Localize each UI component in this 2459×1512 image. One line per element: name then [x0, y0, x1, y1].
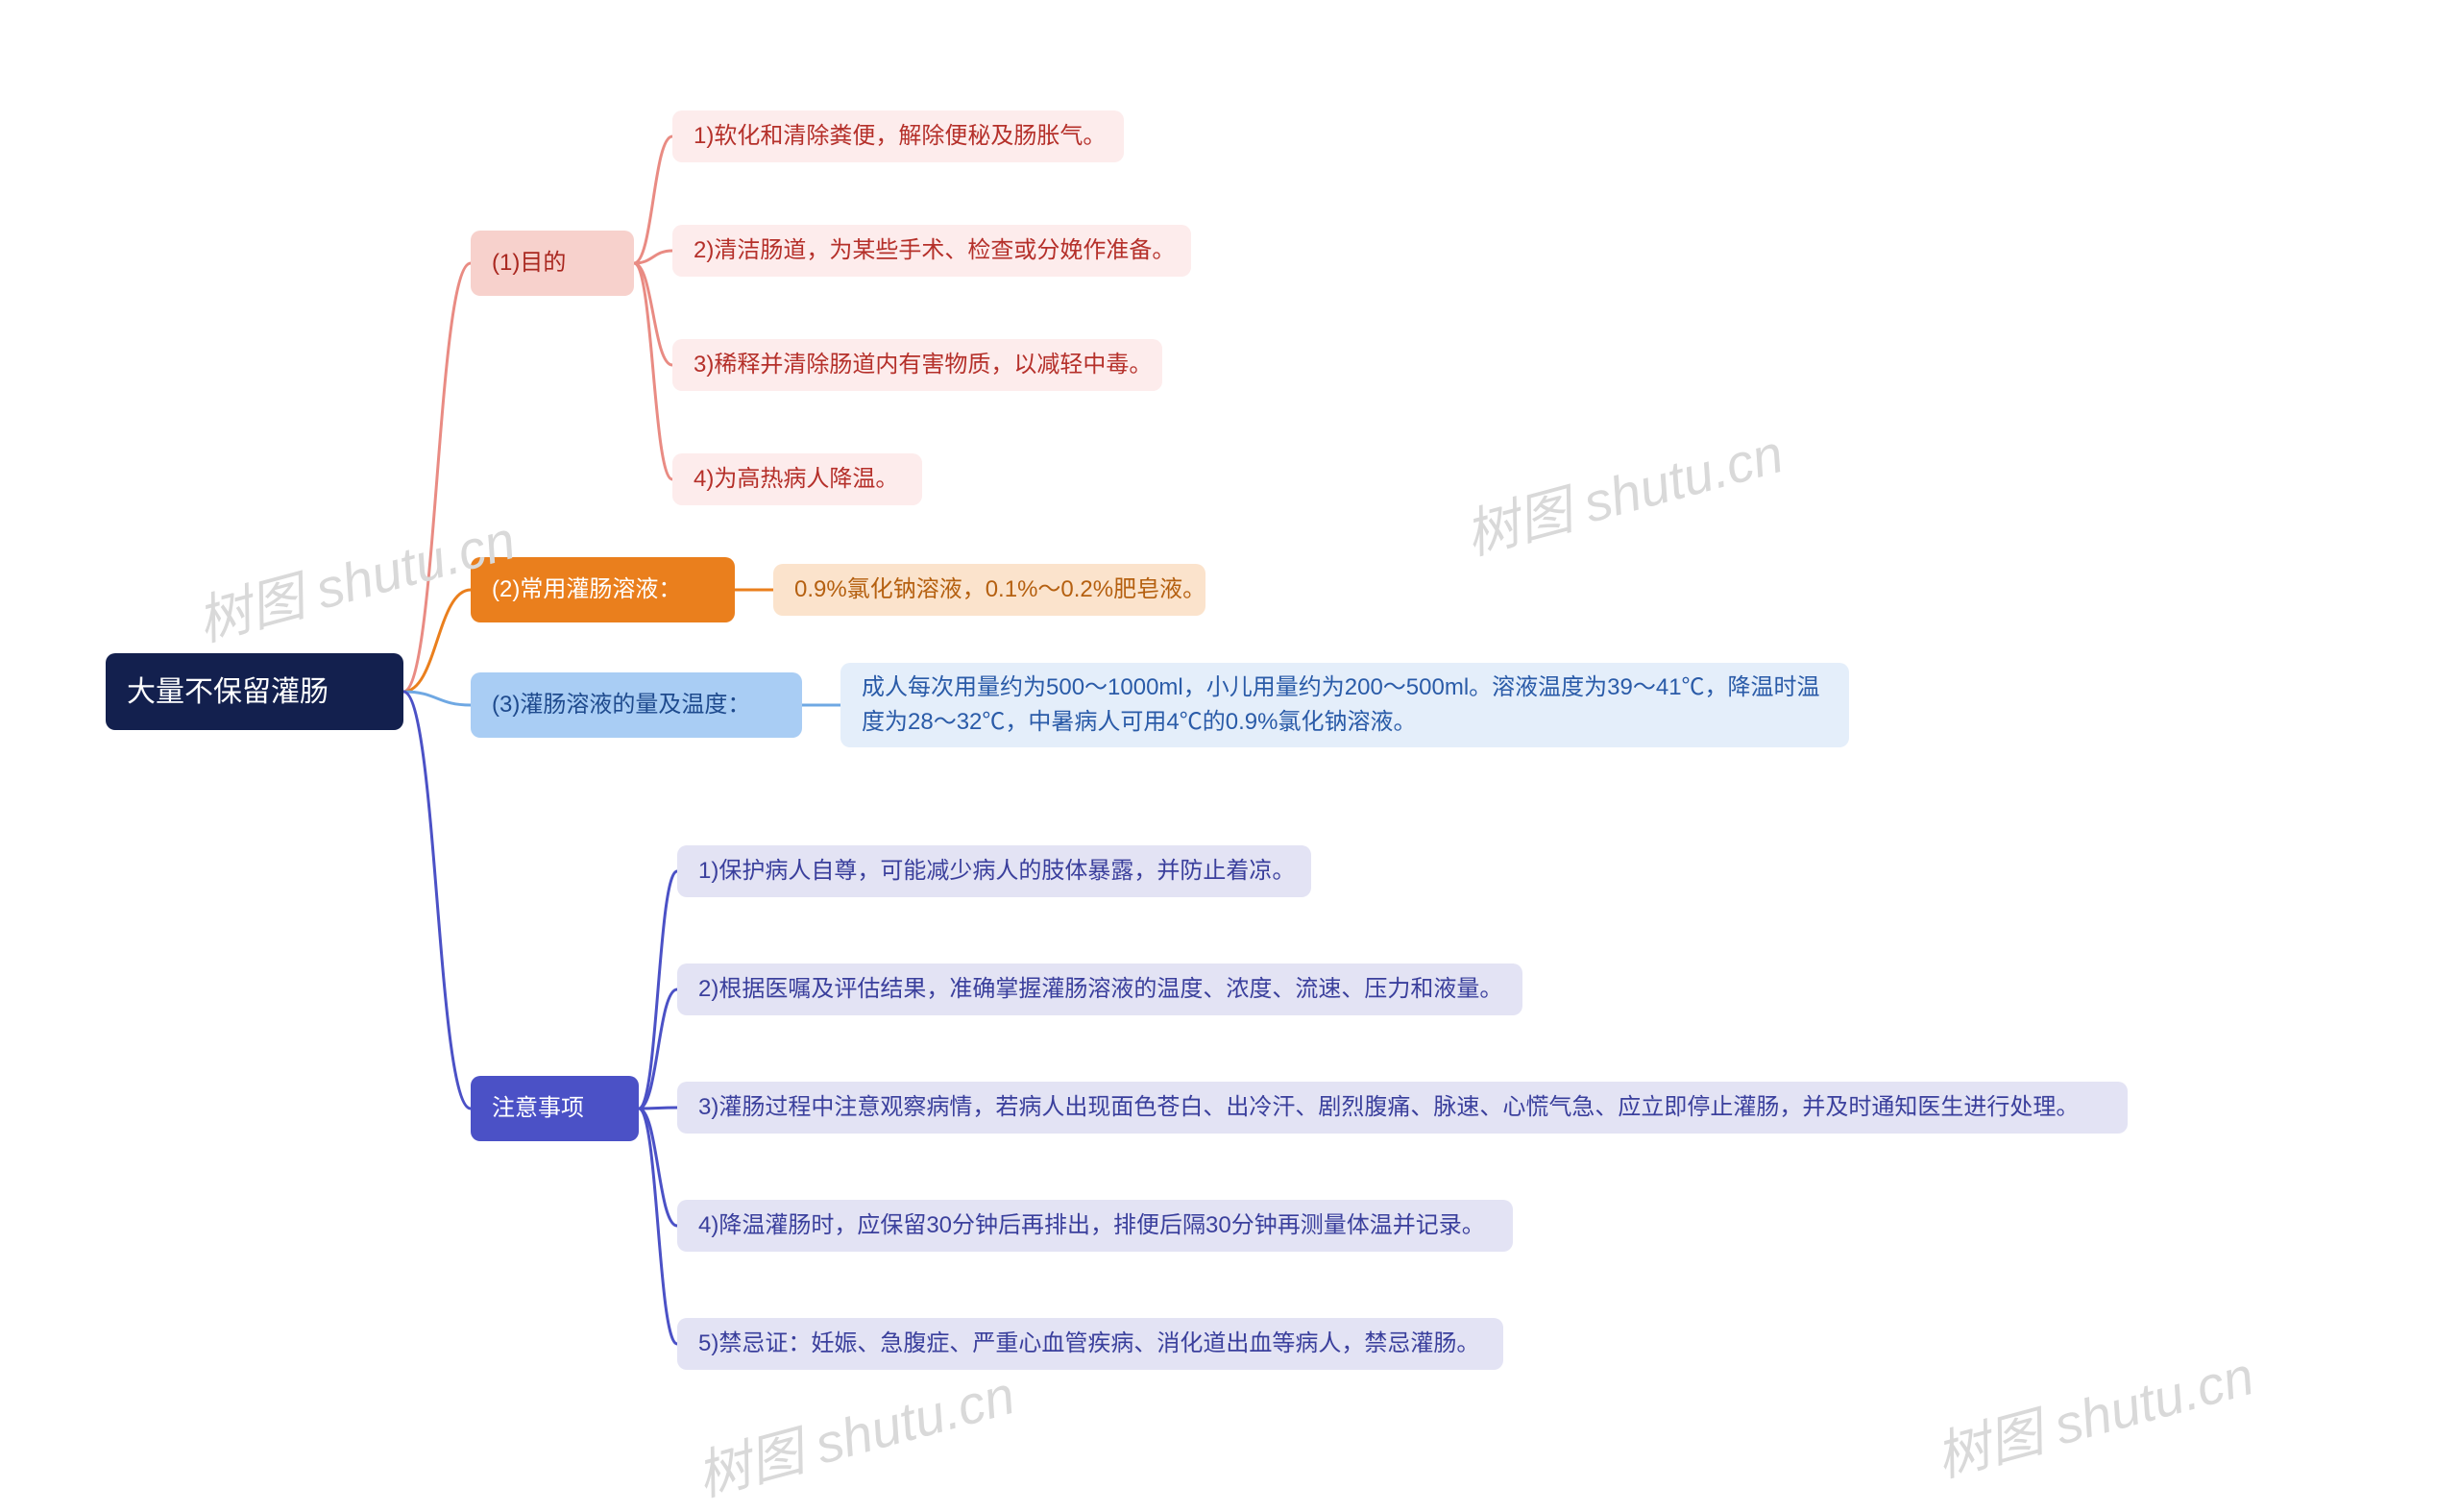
leaf-node: 2)清洁肠道，为某些手术、检查或分娩作准备。 — [672, 225, 1191, 277]
branch-node: (3)灌肠溶液的量及温度： — [471, 672, 802, 738]
leaf-node: 1)保护病人自尊，可能减少病人的肢体暴露，并防止着凉。 — [677, 845, 1311, 897]
leaf-node: 3)灌肠过程中注意观察病情，若病人出现面色苍白、出冷汗、剧烈腹痛、脉速、心慌气急… — [677, 1082, 2128, 1134]
leaf-node: 0.9%氯化钠溶液，0.1%～0.2%肥皂液。 — [773, 564, 1205, 616]
leaf-node: 3)稀释并清除肠道内有害物质，以减轻中毒。 — [672, 339, 1162, 391]
watermark: 树图 shutu.cn — [687, 1352, 1022, 1511]
branch-node: 注意事项 — [471, 1076, 639, 1141]
leaf-node: 1)软化和清除粪便，解除便秘及肠胀气。 — [672, 110, 1124, 162]
leaf-node: 4)降温灌肠时，应保留30分钟后再排出，排便后隔30分钟再测量体温并记录。 — [677, 1200, 1513, 1252]
root-node: 大量不保留灌肠 — [106, 653, 403, 730]
leaf-node: 4)为高热病人降温。 — [672, 453, 922, 505]
leaf-node: 5)禁忌证：妊娠、急腹症、严重心血管疾病、消化道出血等病人，禁忌灌肠。 — [677, 1318, 1503, 1370]
branch-node: (2)常用灌肠溶液： — [471, 557, 735, 622]
leaf-node: 2)根据医嘱及评估结果，准确掌握灌肠溶液的温度、浓度、流速、压力和液量。 — [677, 963, 1522, 1015]
watermark: 树图 shutu.cn — [1926, 1332, 2261, 1492]
watermark: 树图 shutu.cn — [1455, 410, 1790, 570]
branch-node: (1)目的 — [471, 231, 634, 296]
leaf-node: 成人每次用量约为500～1000ml，小儿用量约为200～500ml。溶液温度为… — [840, 663, 1849, 747]
